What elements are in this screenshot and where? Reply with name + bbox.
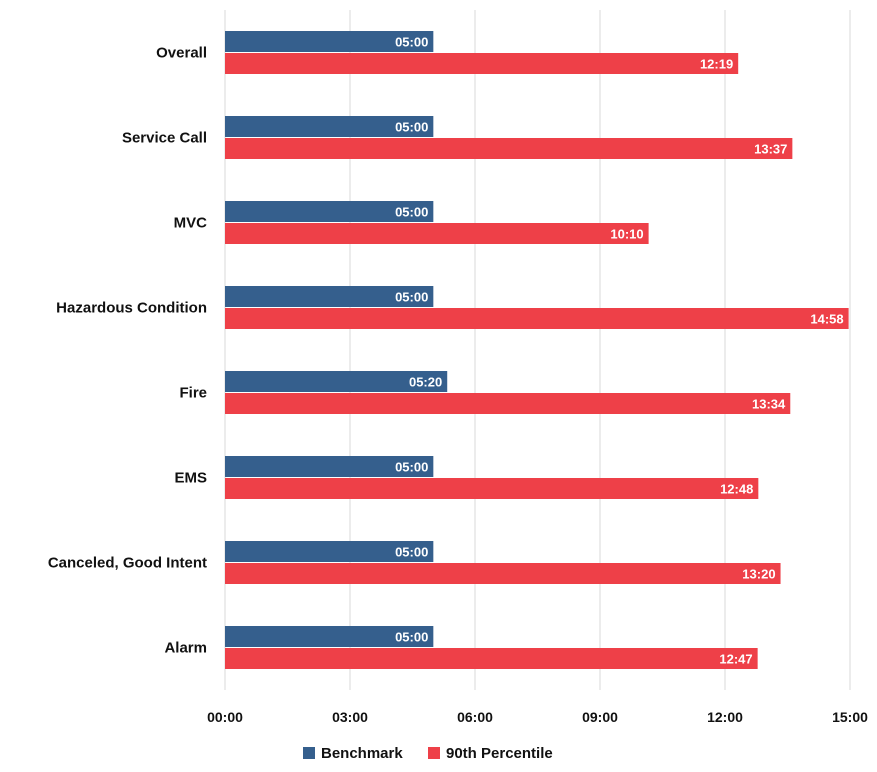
category-label: EMS <box>174 470 207 487</box>
bar-90th-percentile <box>225 308 849 329</box>
category-labels: Overall Service Call MVC Hazardous Conditio… <box>48 45 207 657</box>
x-tick-label: 15:00 <box>832 709 868 725</box>
data-label: 12:47 <box>719 652 752 667</box>
category-label: MVC <box>174 215 208 232</box>
category-label: Service Call <box>122 130 207 147</box>
legend-label: Benchmark <box>321 745 403 762</box>
data-label: 05:00 <box>395 290 428 305</box>
x-tick-label: 06:00 <box>457 709 493 725</box>
data-label: 12:48 <box>720 482 753 497</box>
data-label: 13:20 <box>742 567 775 582</box>
grid-lines <box>224 10 851 690</box>
data-label: 05:00 <box>395 35 428 50</box>
data-label: 05:00 <box>395 545 428 560</box>
data-label: 05:20 <box>409 375 442 390</box>
bar-90th-percentile <box>225 138 793 159</box>
x-tick-label: 03:00 <box>332 709 368 725</box>
legend-swatch <box>303 747 315 759</box>
data-label: 05:00 <box>395 205 428 220</box>
category-label: Alarm <box>164 640 207 657</box>
category-label: Hazardous Condition <box>56 300 207 317</box>
category-label: Overall <box>156 45 207 62</box>
bar-90th-percentile <box>225 53 739 74</box>
bar-benchmark <box>225 116 434 137</box>
bar-90th-percentile <box>225 393 791 414</box>
data-label: 05:00 <box>395 120 428 135</box>
bar-labels: 05:00 12:19 05:00 13:37 05:00 10:10 05:00 14:58… <box>395 35 844 667</box>
bar-benchmark <box>225 456 434 477</box>
category-label: Canceled, Good Intent <box>48 555 207 572</box>
data-label: 14:58 <box>810 312 843 327</box>
data-label: 13:34 <box>752 397 786 412</box>
legend-swatch <box>428 747 440 759</box>
bar-90th-percentile <box>225 223 649 244</box>
x-tick-label: 09:00 <box>582 709 618 725</box>
bar-90th-percentile <box>225 563 781 584</box>
bar-benchmark <box>225 286 434 307</box>
legend-label: 90th Percentile <box>446 745 553 762</box>
bar-90th-percentile <box>225 478 759 499</box>
data-label: 10:10 <box>610 227 643 242</box>
bar-benchmark <box>225 626 434 647</box>
data-label: 05:00 <box>395 630 428 645</box>
legend: Benchmark 90th Percentile <box>303 745 553 762</box>
bar-benchmark <box>225 201 434 222</box>
bar-benchmark <box>225 371 448 392</box>
x-axis-ticks: 00:00 03:00 06:00 09:00 12:00 15:00 <box>207 709 868 725</box>
category-label: Fire <box>179 385 207 402</box>
bar-benchmark <box>225 541 434 562</box>
data-label: 05:00 <box>395 460 428 475</box>
data-label: 12:19 <box>700 57 733 72</box>
bar-90th-percentile <box>225 648 758 669</box>
bar-benchmark <box>225 31 434 52</box>
x-tick-label: 00:00 <box>207 709 243 725</box>
bars <box>225 31 849 669</box>
data-label: 13:37 <box>754 142 787 157</box>
x-tick-label: 12:00 <box>707 709 743 725</box>
